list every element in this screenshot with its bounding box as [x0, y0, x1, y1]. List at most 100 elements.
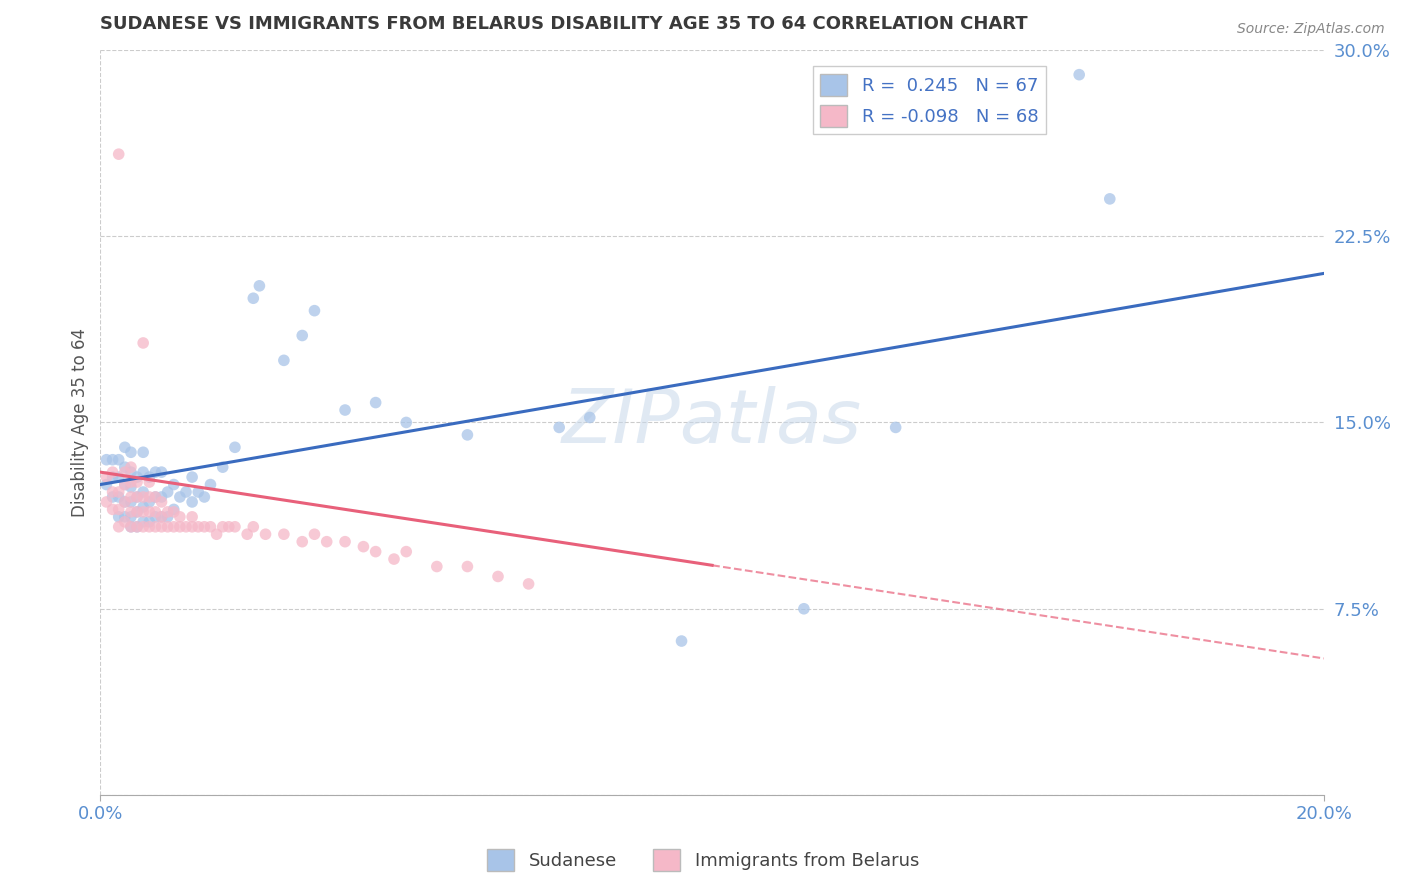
Point	[125, 520, 148, 534]
Point	[125, 520, 148, 534]
Point	[107, 502, 129, 516]
Point	[132, 465, 155, 479]
Point	[120, 475, 142, 489]
Point	[120, 460, 142, 475]
Point	[273, 353, 295, 368]
Point	[114, 465, 136, 479]
Point	[456, 559, 478, 574]
Point	[132, 335, 155, 350]
Point	[254, 527, 277, 541]
Point	[163, 477, 186, 491]
Point	[150, 509, 173, 524]
Point	[120, 480, 142, 494]
Point	[382, 552, 405, 566]
Point	[132, 515, 155, 529]
Point	[291, 328, 314, 343]
Point	[236, 527, 259, 541]
Point	[517, 577, 540, 591]
Point	[291, 534, 314, 549]
Point	[120, 505, 142, 519]
Point	[132, 485, 155, 500]
Point	[578, 410, 600, 425]
Point	[120, 520, 142, 534]
Point	[169, 520, 191, 534]
Point	[114, 495, 136, 509]
Text: Source: ZipAtlas.com: Source: ZipAtlas.com	[1237, 22, 1385, 37]
Point	[107, 147, 129, 161]
Point	[205, 527, 228, 541]
Point	[1069, 68, 1091, 82]
Point	[145, 490, 167, 504]
Point	[96, 452, 118, 467]
Point	[107, 470, 129, 484]
Point	[132, 505, 155, 519]
Point	[138, 520, 160, 534]
Point	[150, 465, 173, 479]
Point	[101, 465, 124, 479]
Point	[138, 515, 160, 529]
Point	[125, 470, 148, 484]
Point	[138, 495, 160, 509]
Point	[181, 509, 204, 524]
Point	[125, 490, 148, 504]
Point	[96, 477, 118, 491]
Point	[125, 490, 148, 504]
Point	[138, 470, 160, 484]
Point	[224, 520, 246, 534]
Point	[120, 465, 142, 479]
Point	[181, 470, 204, 484]
Point	[163, 505, 186, 519]
Point	[138, 475, 160, 489]
Point	[169, 509, 191, 524]
Point	[107, 520, 129, 534]
Point	[395, 416, 418, 430]
Point	[333, 534, 356, 549]
Point	[793, 601, 815, 615]
Point	[224, 440, 246, 454]
Point	[107, 485, 129, 500]
Point	[114, 477, 136, 491]
Point	[120, 495, 142, 509]
Point	[145, 509, 167, 524]
Text: ZIPatlas: ZIPatlas	[562, 386, 862, 458]
Y-axis label: Disability Age 35 to 64: Disability Age 35 to 64	[72, 328, 89, 517]
Point	[426, 559, 449, 574]
Point	[200, 520, 222, 534]
Point	[304, 527, 326, 541]
Point	[132, 445, 155, 459]
Point	[101, 470, 124, 484]
Point	[315, 534, 337, 549]
Point	[273, 527, 295, 541]
Point	[352, 540, 374, 554]
Point	[107, 490, 129, 504]
Point	[138, 490, 160, 504]
Point	[101, 452, 124, 467]
Point	[671, 634, 693, 648]
Point	[364, 544, 387, 558]
Point	[114, 515, 136, 529]
Point	[211, 460, 233, 475]
Point	[163, 520, 186, 534]
Point	[187, 485, 209, 500]
Point	[181, 520, 204, 534]
Point	[1098, 192, 1121, 206]
Point	[107, 452, 129, 467]
Point	[120, 490, 142, 504]
Point	[150, 495, 173, 509]
Legend: Sudanese, Immigrants from Belarus: Sudanese, Immigrants from Belarus	[479, 842, 927, 879]
Point	[150, 490, 173, 504]
Point	[156, 505, 179, 519]
Legend: R =  0.245   N = 67, R = -0.098   N = 68: R = 0.245 N = 67, R = -0.098 N = 68	[813, 66, 1046, 134]
Point	[96, 470, 118, 484]
Point	[145, 520, 167, 534]
Point	[138, 505, 160, 519]
Point	[120, 509, 142, 524]
Point	[96, 495, 118, 509]
Point	[150, 509, 173, 524]
Point	[101, 490, 124, 504]
Point	[187, 520, 209, 534]
Point	[211, 520, 233, 534]
Point	[156, 520, 179, 534]
Point	[114, 477, 136, 491]
Point	[132, 490, 155, 504]
